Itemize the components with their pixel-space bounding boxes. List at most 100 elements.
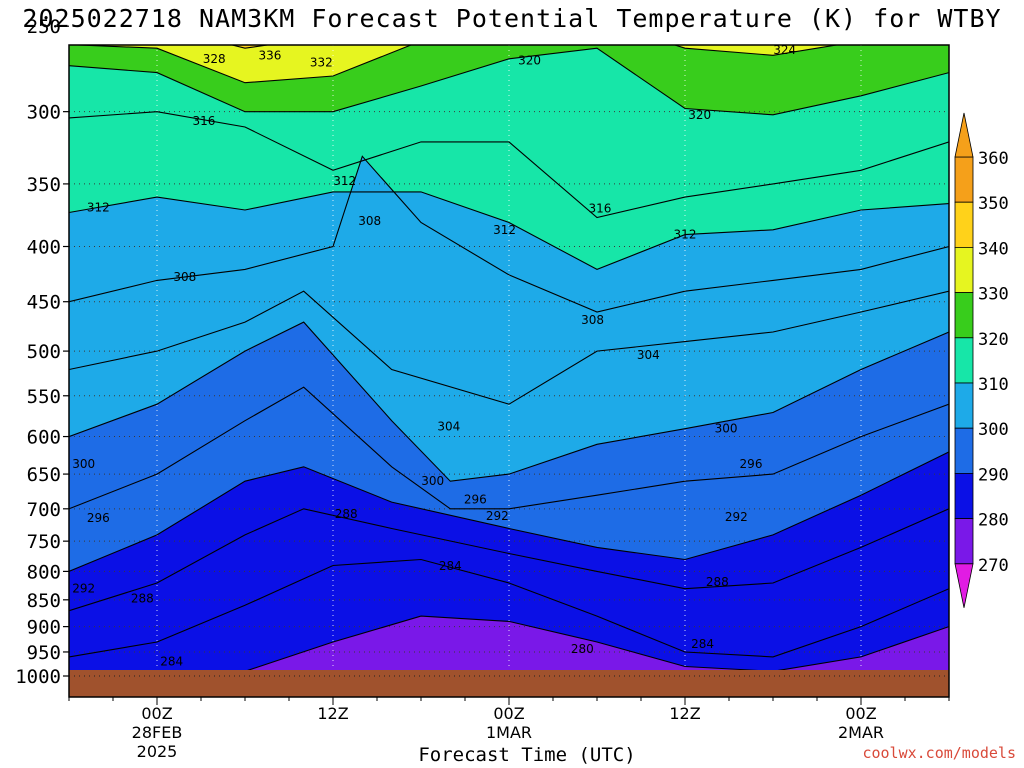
colorbar-segment xyxy=(954,292,974,339)
colorbar-top-arrow xyxy=(954,112,974,158)
y-tick-label: 950 xyxy=(27,642,61,664)
contour-label: 288 xyxy=(706,575,729,589)
contour-label: 280 xyxy=(571,642,594,656)
y-tick-label: 300 xyxy=(27,102,61,124)
colorbar-label: 360 xyxy=(978,149,1009,169)
isentrope-320 xyxy=(69,47,949,116)
contour-label: 284 xyxy=(160,655,183,669)
x-tick-label: 28FEB xyxy=(132,723,183,742)
x-tick-label: 00Z xyxy=(141,704,172,723)
contour-label: 308 xyxy=(358,214,381,228)
contour-label: 296 xyxy=(464,492,487,506)
y-tick-label: 400 xyxy=(27,237,61,259)
contour-label: 312 xyxy=(333,174,356,188)
y-tick-label: 1000 xyxy=(15,666,61,688)
colorbar-label: 300 xyxy=(978,420,1009,440)
contour-label: 296 xyxy=(87,511,110,525)
contour-label: 292 xyxy=(72,582,95,596)
y-tick-label: 550 xyxy=(27,386,61,408)
contour-label: 316 xyxy=(192,114,215,128)
x-tick-label: 2025 xyxy=(137,742,178,761)
colorbar-label: 330 xyxy=(978,285,1009,305)
contour-label: 296 xyxy=(740,457,763,471)
colorbar-segment xyxy=(954,246,974,293)
ground-fill xyxy=(69,670,949,697)
x-tick-label: 1MAR xyxy=(486,723,532,742)
colorbar-label: 310 xyxy=(978,375,1009,395)
isentrope-284 xyxy=(69,558,949,658)
y-tick-label: 450 xyxy=(27,292,61,314)
colorbar-label: 320 xyxy=(978,330,1009,350)
contour-label: 300 xyxy=(715,422,738,436)
x-axis-label: Forecast Time (UTC) xyxy=(418,744,636,766)
contour-label: 300 xyxy=(421,474,444,488)
y-tick-label: 700 xyxy=(27,499,61,521)
contour-label: 312 xyxy=(87,200,110,214)
isentrope-288 xyxy=(69,508,949,612)
isentrope-280 xyxy=(69,615,949,677)
contour-label: 328 xyxy=(203,52,226,66)
colorbar-label: 280 xyxy=(978,511,1009,531)
contour-label: 292 xyxy=(486,509,509,523)
contour-label: 300 xyxy=(72,457,95,471)
contour-labels: 3523563403523483443443283243363323403363… xyxy=(72,0,796,669)
contour-label: 304 xyxy=(437,419,460,433)
contour-label: 304 xyxy=(637,348,660,362)
y-tick-label: 750 xyxy=(27,531,61,553)
colorbar-segment xyxy=(954,472,974,519)
y-tick-label: 850 xyxy=(27,590,61,612)
contour-label: 316 xyxy=(588,202,611,216)
contour-label: 320 xyxy=(688,108,711,122)
colorbar-label: 290 xyxy=(978,465,1009,485)
contour-label: 288 xyxy=(131,592,154,606)
contour-label: 336 xyxy=(258,48,281,62)
x-tick-label: 2MAR xyxy=(838,723,884,742)
isentrope-328 xyxy=(69,45,840,84)
contour-label: 332 xyxy=(310,55,333,69)
isentrope-316 xyxy=(69,111,949,219)
colorbar-segment xyxy=(954,337,974,384)
colorbar-bottom-arrow xyxy=(954,563,974,608)
contour-label: 308 xyxy=(173,270,196,284)
ground-layer xyxy=(69,670,949,697)
colorbar-segment xyxy=(954,518,974,565)
colorbar-label: 270 xyxy=(978,556,1009,576)
y-tick-label: 600 xyxy=(27,427,61,449)
colorbar-segment xyxy=(954,382,974,429)
chart-title: 2025022718 NAM3KM Forecast Potential Tem… xyxy=(22,4,1002,33)
isentrope-contours xyxy=(69,45,949,677)
colorbar-segment xyxy=(954,156,974,203)
isentrope-296 xyxy=(69,386,949,510)
y-tick-label: 900 xyxy=(27,617,61,639)
contour-label: 284 xyxy=(691,637,714,651)
theta-color-fill xyxy=(69,45,949,697)
isentrope-300 xyxy=(69,321,949,482)
y-tick-label: 650 xyxy=(27,464,61,486)
contour-label: 292 xyxy=(725,510,748,524)
contour-label: 328 xyxy=(509,0,532,2)
colorbar-segment xyxy=(954,201,974,248)
x-tick-label: 00Z xyxy=(845,704,876,723)
contour-label: 312 xyxy=(493,223,516,237)
colorbar-label: 340 xyxy=(978,239,1009,259)
colorbar-label: 350 xyxy=(978,194,1009,214)
y-tick-label: 500 xyxy=(27,341,61,363)
contour-label: 308 xyxy=(581,313,604,327)
y-tick-label: 250 xyxy=(27,16,61,38)
x-tick-label: 12Z xyxy=(317,704,348,723)
isentrope-292 xyxy=(69,451,949,572)
contour-label: 324 xyxy=(773,43,796,57)
y-tick-label: 350 xyxy=(27,174,61,196)
colorbar-segment xyxy=(954,427,974,474)
contour-label: 284 xyxy=(439,559,462,573)
x-tick-label: 12Z xyxy=(669,704,700,723)
colorbar: 360 350 340 330 320 310 300 290 280 270 xyxy=(954,112,1009,608)
isentrope-312 xyxy=(69,191,949,271)
x-tick-label: 00Z xyxy=(493,704,524,723)
isentrope-304 xyxy=(69,290,949,405)
contour-label: 288 xyxy=(335,507,358,521)
credit-link[interactable]: coolwx.com/models xyxy=(862,744,1016,762)
pressure-axis: 250 300 350 400 450 500 550 600 650 700 750 800 850 9… xyxy=(15,16,69,688)
